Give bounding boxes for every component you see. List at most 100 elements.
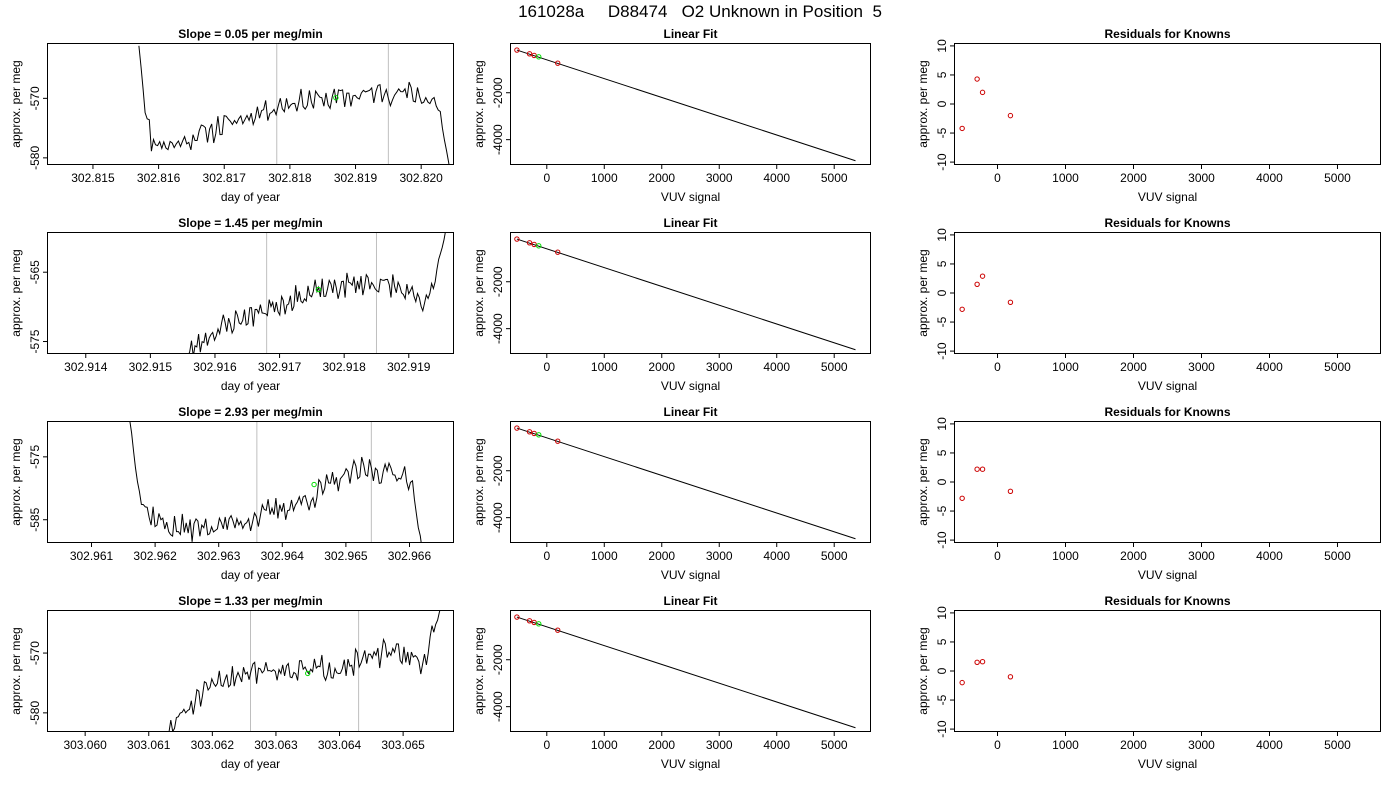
plot-frame bbox=[47, 421, 454, 543]
x-tick-label: 303.064 bbox=[318, 738, 362, 752]
residual-point bbox=[1007, 674, 1014, 680]
plot-data bbox=[138, 43, 450, 165]
plot-frame bbox=[510, 421, 871, 543]
known-point bbox=[514, 47, 520, 53]
x-tick-label: 5000 bbox=[1324, 738, 1351, 752]
residual-point bbox=[959, 495, 965, 501]
residual-point bbox=[1007, 488, 1014, 494]
panel-r1-c3: Residuals for Knowns 0 1000 2000 3000 4000 500… bbox=[916, 27, 1381, 204]
residual-point bbox=[974, 281, 980, 287]
x-tick-label: 2000 bbox=[1120, 738, 1147, 752]
plot-frame bbox=[510, 610, 871, 732]
plot-data bbox=[959, 76, 1014, 132]
x-tick-label: 303.061 bbox=[127, 738, 171, 752]
panel-r4-c3: Residuals for Knowns 0 1000 2000 3000 4000 500… bbox=[916, 594, 1381, 771]
x-tick-label: 5000 bbox=[821, 171, 848, 185]
panel-r2-c1: Slope = 1.45 per meg/min 302.914 302.915 30… bbox=[9, 216, 454, 393]
y-axis-label: approx. per meg bbox=[9, 627, 23, 714]
y-tick-label: -2000 bbox=[491, 77, 505, 108]
y-tick-label: -2000 bbox=[491, 644, 505, 675]
x-tick-label: 303.063 bbox=[254, 738, 298, 752]
y-axis-label: approx. per meg bbox=[9, 438, 23, 525]
y-tick-label: 10 bbox=[935, 606, 949, 620]
panel-title: Linear Fit bbox=[663, 27, 717, 41]
y-tick-label: -575 bbox=[28, 445, 42, 469]
y-tick-label: -10 bbox=[935, 153, 949, 171]
x-tick-label: 5000 bbox=[821, 549, 848, 563]
y-tick-label: 5 bbox=[935, 71, 949, 78]
panel-title: Slope = 0.05 per meg/min bbox=[178, 27, 322, 41]
x-tick-label: 0 bbox=[543, 549, 550, 563]
panel-r3-c3: Residuals for Knowns 0 1000 2000 3000 4000 500… bbox=[916, 405, 1381, 582]
y-tick-label: 0 bbox=[935, 478, 949, 485]
x-axis-label: VUV signal bbox=[661, 568, 720, 582]
y-axis-label: approx. per meg bbox=[472, 438, 486, 525]
residual-point bbox=[979, 89, 986, 96]
x-tick-label: 3000 bbox=[706, 738, 733, 752]
y-tick-label: -4000 bbox=[491, 313, 505, 344]
fit-line bbox=[516, 238, 856, 351]
x-tick-label: 3000 bbox=[1188, 360, 1215, 374]
x-tick-label: 2000 bbox=[648, 549, 675, 563]
x-axis-label: VUV signal bbox=[1138, 568, 1197, 582]
known-point bbox=[514, 236, 520, 242]
x-tick-label: 3000 bbox=[706, 549, 733, 563]
y-tick-label: -10 bbox=[935, 342, 949, 360]
y-tick-label: -585 bbox=[28, 507, 42, 531]
y-tick-label: -2000 bbox=[491, 266, 505, 297]
y-axis-label: approx. per meg bbox=[916, 60, 930, 147]
y-axis-label: approx. per meg bbox=[472, 249, 486, 336]
y-tick-label: -5 bbox=[935, 694, 949, 705]
panel-r1-c1: Slope = 0.05 per meg/min 302.815 302.816 30… bbox=[9, 27, 454, 204]
plot-data bbox=[514, 614, 856, 729]
plot-data bbox=[959, 273, 1014, 312]
x-tick-label: 302.918 bbox=[322, 360, 366, 374]
x-tick-label: 4000 bbox=[1256, 360, 1283, 374]
panel-r3-c1: Slope = 2.93 per meg/min 302.961 302.962 30… bbox=[9, 405, 454, 582]
y-tick-label: -4000 bbox=[491, 124, 505, 155]
known-point bbox=[526, 429, 533, 435]
x-tick-label: 1000 bbox=[591, 360, 618, 374]
y-tick-label: -565 bbox=[28, 260, 42, 284]
panel-r2-c3: Residuals for Knowns 0 1000 2000 3000 4000 500… bbox=[916, 216, 1381, 393]
plot-frame bbox=[954, 232, 1381, 354]
x-tick-label: 1000 bbox=[591, 738, 618, 752]
y-tick-label: -570 bbox=[28, 86, 42, 110]
x-axis-label: VUV signal bbox=[1138, 379, 1197, 393]
panel-title: Residuals for Knowns bbox=[1104, 27, 1230, 41]
x-tick-label: 302.819 bbox=[334, 171, 378, 185]
residual-point bbox=[974, 466, 980, 472]
x-tick-label: 2000 bbox=[1120, 549, 1147, 563]
panel-r4-c1: Slope = 1.33 per meg/min 303.060 303.061 30… bbox=[9, 594, 454, 771]
x-axis-label: VUV signal bbox=[1138, 190, 1197, 204]
x-tick-label: 303.065 bbox=[381, 738, 425, 752]
measurement-trace bbox=[168, 610, 441, 732]
plot-data bbox=[514, 47, 856, 162]
x-tick-label: 302.961 bbox=[70, 549, 114, 563]
y-tick-label: -4000 bbox=[491, 691, 505, 722]
x-tick-label: 5000 bbox=[821, 738, 848, 752]
x-tick-label: 2000 bbox=[648, 738, 675, 752]
x-tick-label: 5000 bbox=[1324, 360, 1351, 374]
x-tick-label: 303.062 bbox=[191, 738, 235, 752]
y-tick-label: 5 bbox=[935, 638, 949, 645]
known-point bbox=[531, 430, 537, 437]
x-tick-label: 3000 bbox=[1188, 738, 1215, 752]
plot-data bbox=[129, 421, 422, 543]
x-tick-label: 0 bbox=[543, 171, 550, 185]
panel-title: Residuals for Knowns bbox=[1104, 594, 1230, 608]
fit-line bbox=[516, 616, 856, 729]
x-tick-label: 3000 bbox=[706, 360, 733, 374]
known-point bbox=[514, 425, 520, 431]
x-tick-label: 1000 bbox=[1052, 549, 1079, 563]
y-axis-label: approx. per meg bbox=[9, 60, 23, 147]
x-tick-label: 1000 bbox=[591, 171, 618, 185]
panel-title: Slope = 2.93 per meg/min bbox=[178, 405, 322, 419]
y-axis-label: approx. per meg bbox=[916, 438, 930, 525]
x-tick-label: 0 bbox=[994, 171, 1001, 185]
y-tick-label: 0 bbox=[935, 667, 949, 674]
known-point bbox=[514, 614, 520, 620]
known-point bbox=[555, 249, 561, 255]
x-tick-label: 302.915 bbox=[129, 360, 173, 374]
x-tick-label: 302.820 bbox=[399, 171, 443, 185]
